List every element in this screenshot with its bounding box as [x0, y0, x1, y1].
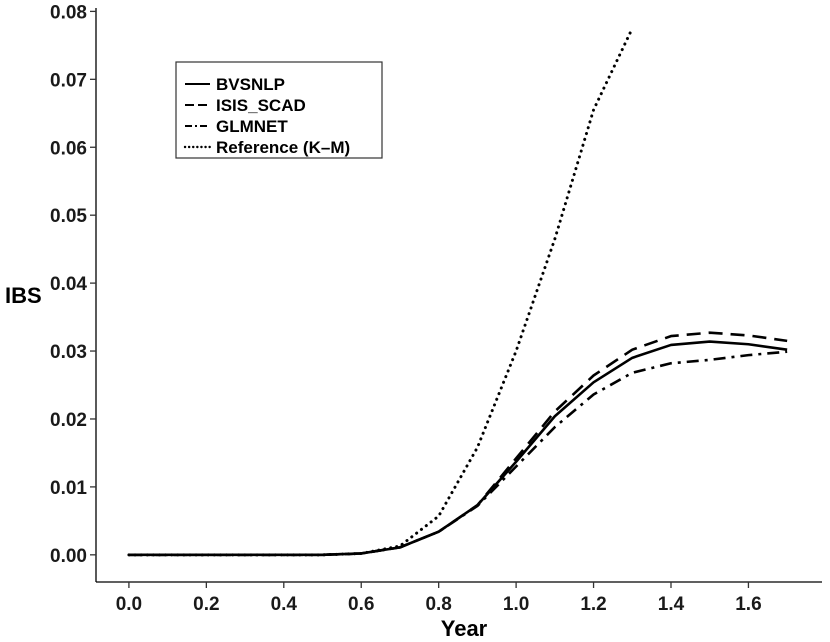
y-tick-label: 0.02 [50, 410, 87, 431]
x-tick-label: 1.0 [503, 594, 529, 615]
x-tick-label: 0.0 [116, 594, 142, 615]
y-tick-label: 0.03 [50, 342, 87, 363]
y-tick-label: 0.08 [50, 2, 87, 23]
x-tick-label: 0.6 [348, 594, 374, 615]
x-tick-label: 1.6 [735, 594, 761, 615]
legend: BVSNLP ISIS_SCAD GLMNET Reference (K–M) [175, 61, 383, 159]
y-tick-label: 0.07 [50, 70, 87, 91]
legend-label: ISIS_SCAD [216, 96, 306, 115]
legend-box [175, 61, 383, 159]
y-axis-title: IBS [5, 283, 42, 308]
x-tick-label: 0.4 [271, 594, 298, 615]
x-tick-label: 0.2 [193, 594, 219, 615]
plot-area [127, 26, 788, 557]
x-axis-title: Year [441, 616, 488, 641]
y-axis-ticks: 0.00 0.01 0.02 0.03 0.04 0.05 0.06 0.07 0.08 [50, 2, 96, 567]
legend-label: GLMNET [216, 117, 288, 136]
y-tick-label: 0.01 [50, 478, 87, 499]
series-line-dashdot [128, 350, 788, 557]
x-tick-label: 0.8 [425, 594, 451, 615]
series-line-dashed [128, 331, 788, 557]
y-tick-label: 0.00 [50, 546, 87, 567]
series-line-solid [128, 340, 788, 557]
legend-label: Reference (K–M) [216, 138, 350, 157]
x-axis-ticks: 0.0 0.2 0.4 0.6 0.8 1.0 1.2 1.4 1.6 [116, 582, 762, 615]
y-tick-label: 0.04 [50, 274, 87, 295]
x-tick-label: 1.2 [580, 594, 606, 615]
y-tick-label: 0.06 [50, 138, 87, 159]
legend-label: BVSNLP [216, 75, 285, 94]
x-tick-label: 1.4 [658, 594, 685, 615]
y-tick-label: 0.05 [50, 206, 87, 227]
